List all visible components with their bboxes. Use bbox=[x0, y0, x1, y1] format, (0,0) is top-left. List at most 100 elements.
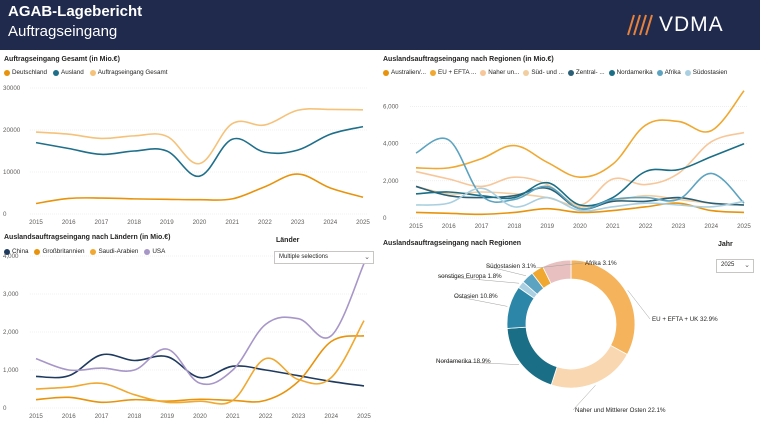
jahr-slicer-label: Jahr bbox=[718, 241, 733, 248]
jahr-slicer-dropdown[interactable]: 2025 ⌄ bbox=[716, 259, 754, 273]
chart-laender[interactable]: 0 1,000 2,000 3,000 4,000 2015 2016 2017 2018 201… bbox=[0, 232, 378, 426]
legend-label: Großbritannien bbox=[42, 248, 85, 255]
series-line[interactable] bbox=[415, 90, 745, 178]
slice-label: sonstiges Europa 1.8% bbox=[438, 273, 502, 280]
legend-marker bbox=[4, 248, 10, 255]
x-tick-label: 2022 bbox=[258, 219, 272, 226]
legend-marker bbox=[608, 69, 615, 76]
y-tick-label: 30000 bbox=[3, 85, 21, 92]
slice-label: EU + EFTA + UK 32.9% bbox=[652, 316, 718, 323]
legend-marker bbox=[90, 248, 97, 255]
x-tick-label: 2017 bbox=[95, 219, 109, 226]
series-line[interactable] bbox=[415, 185, 745, 208]
chart-title: Auslandsauftragseingang nach Ländern (in… bbox=[4, 234, 171, 241]
legend-label: Auftragseingang Gesamt bbox=[97, 69, 168, 76]
x-tick-label: 2021 bbox=[225, 219, 239, 226]
slice-label: Südostasien 3.1% bbox=[486, 263, 536, 270]
legend-item[interactable]: Australien/... bbox=[383, 69, 426, 76]
y-tick-label: 2,000 bbox=[3, 329, 19, 336]
legend-item[interactable]: EU + EFTA ... bbox=[430, 69, 476, 76]
series-line[interactable] bbox=[415, 187, 745, 212]
panel-laender: Auslandsauftragseingang nach Ländern (in… bbox=[0, 232, 378, 426]
label-leader bbox=[485, 265, 527, 276]
x-tick-label: 2016 bbox=[62, 219, 76, 226]
x-tick-label: 2018 bbox=[127, 219, 141, 226]
y-tick-label: 0 bbox=[3, 405, 7, 412]
donut-slice[interactable] bbox=[570, 259, 636, 356]
x-tick-label: 2016 bbox=[62, 413, 76, 420]
y-tick-label: 6,000 bbox=[383, 104, 399, 111]
slice-label: Ostasien 10.8% bbox=[454, 293, 498, 300]
chart-regionen[interactable]: 0 2,000 4,000 6,000 2015 2016 2017 2018 2019 2020… bbox=[380, 52, 760, 232]
x-tick-label: 2020 bbox=[573, 223, 587, 230]
chart-legend: Australien/... EU + EFTA ... Naher un... Sü… bbox=[383, 69, 727, 76]
legend-item[interactable]: Naher un... bbox=[480, 69, 519, 76]
legend-item[interactable]: Zentral- ... bbox=[567, 69, 605, 76]
legend-label: EU + EFTA ... bbox=[438, 69, 477, 76]
legend-label: USA bbox=[152, 248, 166, 255]
series-line[interactable] bbox=[415, 142, 745, 207]
x-tick-label: 2019 bbox=[160, 219, 174, 226]
logo-text: VDMA bbox=[659, 13, 724, 36]
legend-item[interactable]: China bbox=[4, 248, 28, 255]
legend-marker bbox=[34, 248, 41, 255]
series-line[interactable] bbox=[415, 137, 745, 210]
series-line[interactable] bbox=[35, 335, 365, 404]
label-leader bbox=[572, 385, 596, 411]
series-line[interactable] bbox=[35, 263, 365, 386]
legend-marker bbox=[656, 69, 663, 76]
chart-legend: China Großbritannien Saudi-Arabien USA bbox=[4, 248, 165, 255]
legend-item[interactable]: Süd- und ... bbox=[523, 69, 564, 76]
y-tick-label: 0 bbox=[3, 211, 7, 218]
legend-label: China bbox=[12, 248, 29, 255]
donut-slice[interactable] bbox=[550, 344, 628, 389]
legend-item[interactable]: Großbritannien bbox=[34, 248, 84, 255]
legend-marker bbox=[53, 69, 60, 76]
legend-item[interactable]: Ausland bbox=[53, 69, 84, 76]
legend-label: Ausland bbox=[61, 69, 84, 76]
legend-item[interactable]: Saudi-Arabien bbox=[90, 248, 138, 255]
legend-item[interactable]: Südostasien bbox=[684, 69, 728, 76]
laender-slicer-value: Multiple selections bbox=[279, 254, 329, 260]
x-tick-label: 2024 bbox=[323, 219, 337, 226]
chart-gesamt[interactable]: 0 10000 20000 30000 2015 2016 2017 2018 2019 2020… bbox=[0, 52, 378, 228]
legend-marker bbox=[4, 69, 10, 76]
donut-slice[interactable] bbox=[542, 259, 572, 285]
legend-label: Naher un... bbox=[488, 69, 520, 76]
y-tick-label: 3,000 bbox=[3, 291, 19, 298]
y-tick-label: 0 bbox=[383, 215, 387, 222]
x-tick-label: 2020 bbox=[193, 413, 207, 420]
legend-item[interactable]: Afrika bbox=[656, 69, 681, 76]
x-tick-label: 2023 bbox=[672, 223, 686, 230]
legend-label: Südostasien bbox=[692, 69, 728, 76]
legend-marker bbox=[430, 69, 436, 76]
series-line[interactable] bbox=[415, 202, 745, 216]
legend-item[interactable]: USA bbox=[144, 248, 165, 255]
x-tick-label: 2025 bbox=[357, 413, 371, 420]
legend-item[interactable]: Deutschland bbox=[4, 69, 47, 76]
donut-slice[interactable] bbox=[506, 326, 558, 386]
series-line[interactable] bbox=[35, 353, 365, 387]
legend-label: Saudi-Arabien bbox=[98, 248, 139, 255]
laender-slicer-dropdown[interactable]: Multiple selections ⌄ bbox=[274, 251, 374, 264]
chart-title: Auftragseingang Gesamt (in Mio.€) bbox=[4, 56, 120, 63]
legend-item[interactable]: Nordamerika bbox=[608, 69, 653, 76]
label-leader bbox=[435, 360, 519, 365]
chart-donut[interactable]: EU + EFTA + UK 32.9% Naher und Mittlerer … bbox=[380, 236, 760, 426]
x-tick-label: 2021 bbox=[226, 413, 240, 420]
y-tick-label: 20000 bbox=[3, 127, 21, 134]
x-tick-label: 2019 bbox=[160, 413, 174, 420]
series-line[interactable] bbox=[35, 320, 365, 405]
vdma-logo: VDMA bbox=[624, 11, 724, 39]
y-tick-label: 4,000 bbox=[3, 253, 19, 260]
x-tick-label: 2017 bbox=[475, 223, 489, 230]
series-line[interactable] bbox=[35, 107, 364, 165]
legend-label: Australien/... bbox=[391, 69, 426, 76]
label-leader bbox=[437, 275, 520, 284]
series-line[interactable] bbox=[35, 173, 364, 205]
x-tick-label: 2017 bbox=[95, 413, 109, 420]
series-line[interactable] bbox=[35, 125, 364, 178]
legend-item[interactable]: Auftragseingang Gesamt bbox=[89, 69, 168, 76]
legend-marker bbox=[144, 248, 151, 255]
report-subtitle: Auftragseingang bbox=[8, 23, 118, 40]
